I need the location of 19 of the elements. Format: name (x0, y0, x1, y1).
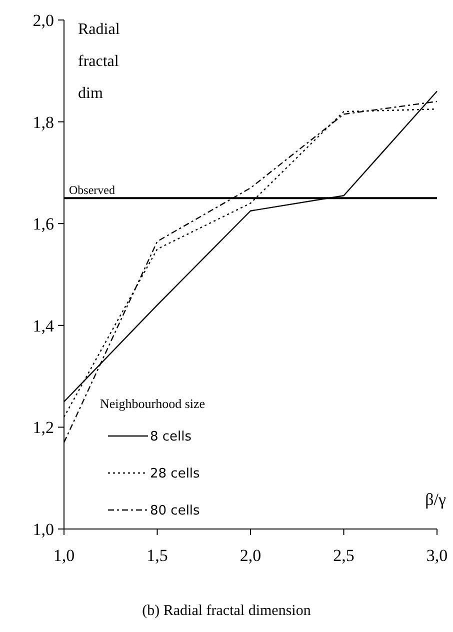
x-tick-label: 3,0 (426, 546, 448, 565)
x-tick-label: 1,5 (146, 546, 168, 565)
x-tick-label: 2,0 (240, 546, 262, 565)
x-tick-label: 2,5 (333, 546, 354, 565)
legend-label: 80 cells (150, 504, 200, 519)
y-tick-label: 1,0 (32, 520, 54, 539)
x-axis-title: β/γ (425, 490, 446, 509)
y-tick-label: 1,8 (32, 112, 54, 132)
ref-line-label: Observed (69, 183, 115, 198)
legend-label: 28 cells (150, 466, 200, 482)
y-tick-label: 2,0 (32, 10, 54, 30)
y-axis-title: Radial fractal dim (78, 21, 120, 102)
legend-label: 8 cells (150, 430, 192, 445)
text: (b) Radial fractal dimension (142, 603, 312, 619)
x-tick-label: 1,0 (53, 546, 75, 565)
y-tick-label: 1,4 (32, 316, 54, 336)
y-tick-label: 1,6 (32, 214, 54, 234)
legend-title: Neighbourhood size (100, 396, 206, 411)
y-tick-label: 1,2 (32, 418, 54, 438)
